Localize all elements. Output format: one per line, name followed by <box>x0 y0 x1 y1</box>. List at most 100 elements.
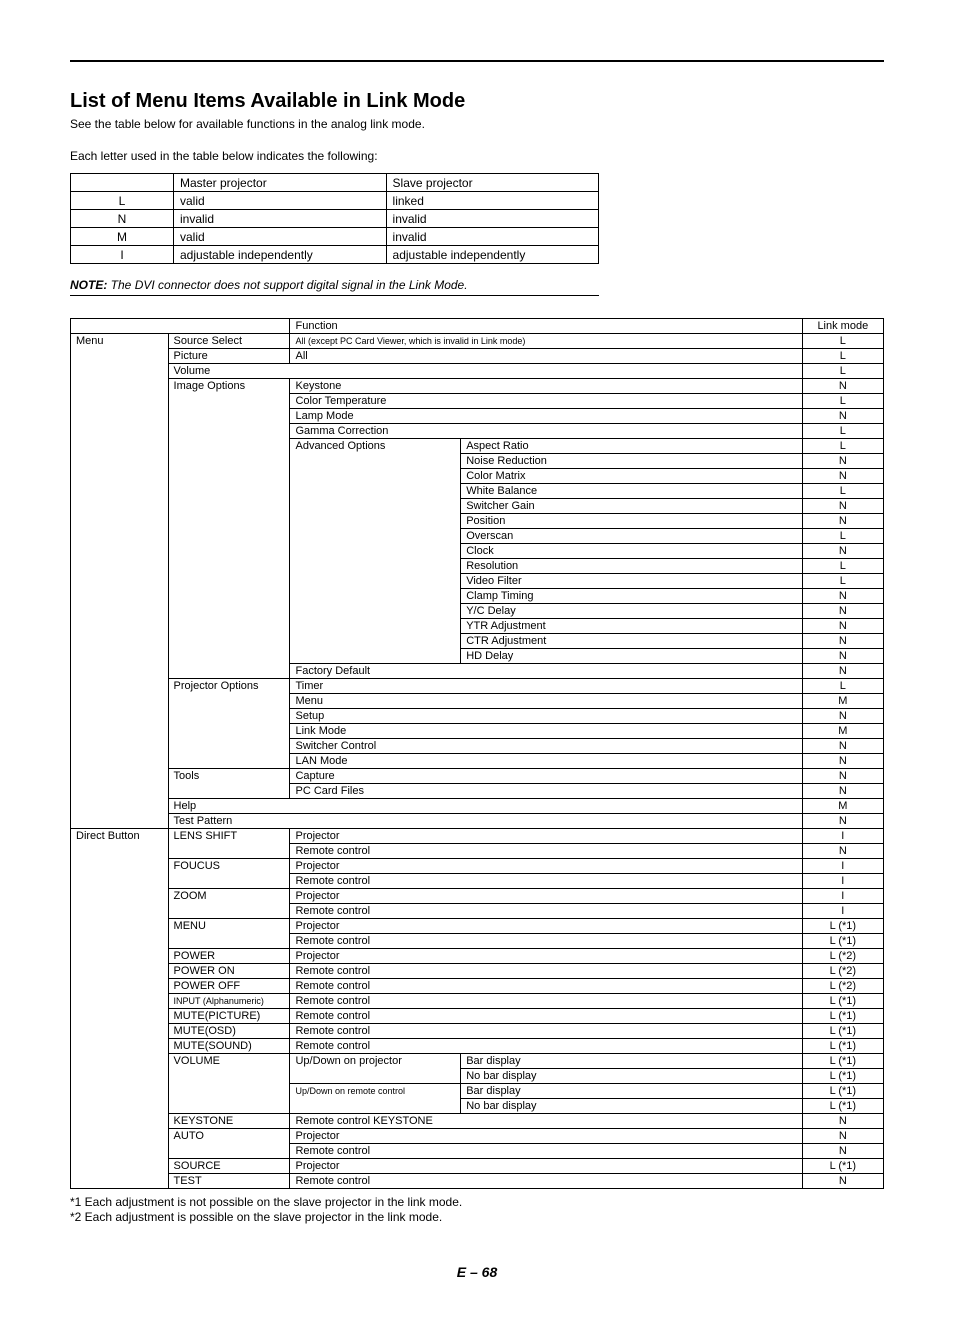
cell-c4: Switcher Gain <box>461 499 802 514</box>
cell-mode: N <box>802 1114 883 1129</box>
table-row: KEYSTONERemote control KEYSTONEN <box>71 1114 884 1129</box>
page-number: E – 68 <box>70 1264 884 1280</box>
legend-master: valid <box>174 228 387 246</box>
cell-c4: Clamp Timing <box>461 589 802 604</box>
cell-c4: Position <box>461 514 802 529</box>
cell-c3: Up/Down on remote control <box>290 1084 461 1114</box>
cell-mode: N <box>802 1144 883 1159</box>
cell-c4: Overscan <box>461 529 802 544</box>
cell-mode: N <box>802 544 883 559</box>
cell-c3: Remote control KEYSTONE <box>290 1114 802 1129</box>
legend-header-slave: Slave projector <box>386 174 599 192</box>
cell-c2: Volume <box>168 364 802 379</box>
cell-mode: L (*1) <box>802 1099 883 1114</box>
cell-c3: Menu <box>290 694 802 709</box>
cell-mode: N <box>802 469 883 484</box>
cell-c3: Factory Default <box>290 664 802 679</box>
cell-mode: L (*2) <box>802 979 883 994</box>
legend-slave: adjustable independently <box>386 246 599 264</box>
cell-mode: L <box>802 424 883 439</box>
cell-mode: N <box>802 739 883 754</box>
cell-c3: Remote control <box>290 994 802 1009</box>
cell-mode: N <box>802 454 883 469</box>
cell-mode: I <box>802 859 883 874</box>
footnotes: *1 Each adjustment is not possible on th… <box>70 1195 884 1224</box>
table-row: FOUCUSProjectorI <box>71 859 884 874</box>
header-function: Function <box>290 319 802 334</box>
cell-c4: No bar display <box>461 1069 802 1084</box>
cell-mode: N <box>802 604 883 619</box>
cell-c2: TEST <box>168 1174 290 1189</box>
legend-code: I <box>71 246 174 264</box>
legend-table: Master projector Slave projector Lvalidl… <box>70 173 599 264</box>
table-row: ZOOMProjectorI <box>71 889 884 904</box>
cell-c3: Remote control <box>290 1009 802 1024</box>
cell-c2: AUTO <box>168 1129 290 1159</box>
table-row: MenuSource SelectAll (except PC Card Vie… <box>71 334 884 349</box>
cell-mode: N <box>802 634 883 649</box>
cell-c2: INPUT (Alphanumeric) <box>168 994 290 1009</box>
cell-c3: Remote control <box>290 904 802 919</box>
cell-c2: MUTE(PICTURE) <box>168 1009 290 1024</box>
legend-slave: invalid <box>386 210 599 228</box>
cell-c3: Remote control <box>290 874 802 889</box>
cell-c1: Menu <box>71 334 169 829</box>
footnote-1: *1 Each adjustment is not possible on th… <box>70 1195 884 1209</box>
cell-c3: Remote control <box>290 964 802 979</box>
legend-row: Ninvalidinvalid <box>71 210 599 228</box>
page-title: List of Menu Items Available in Link Mod… <box>70 90 884 113</box>
table-row: HelpM <box>71 799 884 814</box>
table-row: POWER ONRemote controlL (*2) <box>71 964 884 979</box>
cell-c4: White Balance <box>461 484 802 499</box>
cell-mode: N <box>802 499 883 514</box>
cell-c4: CTR Adjustment <box>461 634 802 649</box>
table-row: Test PatternN <box>71 814 884 829</box>
cell-c4: YTR Adjustment <box>461 619 802 634</box>
cell-c2: POWER <box>168 949 290 964</box>
cell-c3: Advanced Options <box>290 439 461 664</box>
cell-mode: L <box>802 439 883 454</box>
cell-mode: N <box>802 1174 883 1189</box>
cell-c3: Remote control <box>290 1144 802 1159</box>
cell-mode: N <box>802 514 883 529</box>
note-text: NOTE: The DVI connector does not support… <box>70 278 599 296</box>
table-row: PictureAllL <box>71 349 884 364</box>
cell-c3: Remote control <box>290 1024 802 1039</box>
top-rule <box>70 60 884 62</box>
table-row: Projector OptionsTimerL <box>71 679 884 694</box>
note-body: The DVI connector does not support digit… <box>107 278 467 292</box>
cell-mode: L <box>802 364 883 379</box>
cell-c3: Keystone <box>290 379 802 394</box>
cell-c2: Image Options <box>168 379 290 679</box>
cell-c4: Resolution <box>461 559 802 574</box>
cell-mode: L (*1) <box>802 1084 883 1099</box>
table-row: AUTOProjectorN <box>71 1129 884 1144</box>
cell-c3: Remote control <box>290 1039 802 1054</box>
table-row: MUTE(PICTURE)Remote controlL (*1) <box>71 1009 884 1024</box>
cell-mode: L <box>802 484 883 499</box>
cell-mode: L <box>802 574 883 589</box>
table-row: MUTE(SOUND)Remote controlL (*1) <box>71 1039 884 1054</box>
table-row: ToolsCaptureN <box>71 769 884 784</box>
legend-code: L <box>71 192 174 210</box>
cell-c2: MENU <box>168 919 290 949</box>
table-row: MENUProjectorL (*1) <box>71 919 884 934</box>
cell-c2: Projector Options <box>168 679 290 769</box>
cell-mode: N <box>802 409 883 424</box>
cell-mode: L (*1) <box>802 1009 883 1024</box>
legend-code: M <box>71 228 174 246</box>
cell-mode: N <box>802 664 883 679</box>
cell-c3: Remote control <box>290 844 802 859</box>
cell-mode: N <box>802 814 883 829</box>
footnote-2: *2 Each adjustment is possible on the sl… <box>70 1210 884 1224</box>
legend-row: Mvalidinvalid <box>71 228 599 246</box>
cell-c2: SOURCE <box>168 1159 290 1174</box>
cell-mode: M <box>802 724 883 739</box>
cell-c4: Bar display <box>461 1084 802 1099</box>
cell-c3: All <box>290 349 802 364</box>
cell-c1: Direct Button <box>71 829 169 1189</box>
cell-c3: Switcher Control <box>290 739 802 754</box>
main-table: Function Link mode MenuSource SelectAll … <box>70 318 884 1189</box>
cell-c3: Projector <box>290 1129 802 1144</box>
legend-master: adjustable independently <box>174 246 387 264</box>
